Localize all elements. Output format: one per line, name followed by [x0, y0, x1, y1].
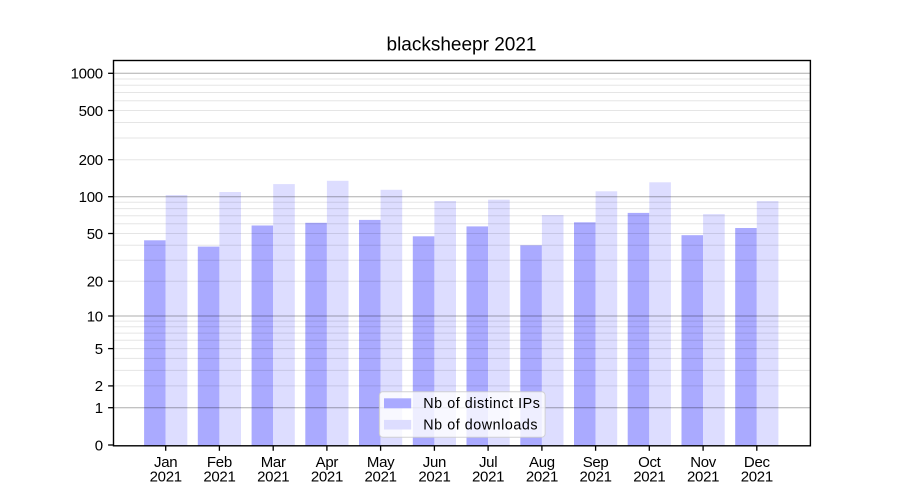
svg-text:2021: 2021 [687, 468, 719, 485]
svg-text:Aug: Aug [529, 454, 555, 471]
svg-text:2021: 2021 [472, 468, 504, 485]
svg-text:10: 10 [87, 308, 103, 325]
svg-text:20: 20 [87, 274, 103, 291]
svg-text:Jun: Jun [423, 454, 446, 471]
svg-text:Jan: Jan [154, 454, 177, 471]
svg-text:May: May [367, 454, 395, 471]
svg-text:2021: 2021 [311, 468, 343, 485]
svg-text:Oct: Oct [638, 454, 662, 471]
svg-text:50: 50 [87, 226, 103, 243]
svg-text:5: 5 [95, 341, 103, 358]
svg-text:2021: 2021 [203, 468, 235, 485]
svg-text:Sep: Sep [583, 454, 609, 471]
svg-text:2021: 2021 [418, 468, 450, 485]
svg-text:500: 500 [79, 103, 103, 120]
svg-text:200: 200 [79, 152, 103, 169]
svg-text:100: 100 [79, 189, 103, 206]
svg-text:2021: 2021 [741, 468, 773, 485]
svg-text:0: 0 [95, 437, 103, 454]
svg-text:1: 1 [95, 400, 103, 417]
svg-text:Apr: Apr [316, 454, 339, 471]
svg-text:Jul: Jul [479, 454, 497, 471]
svg-text:Nb of downloads: Nb of downloads [423, 417, 538, 433]
svg-text:2021: 2021 [580, 468, 612, 485]
svg-text:2021: 2021 [526, 468, 558, 485]
svg-text:1000: 1000 [71, 66, 103, 83]
svg-text:2021: 2021 [365, 468, 397, 485]
svg-text:Feb: Feb [207, 454, 232, 471]
svg-text:Nb of distinct IPs: Nb of distinct IPs [423, 396, 540, 412]
svg-text:Dec: Dec [744, 454, 771, 471]
svg-text:2: 2 [95, 378, 103, 395]
svg-text:2021: 2021 [257, 468, 289, 485]
svg-text:2021: 2021 [633, 468, 665, 485]
svg-text:Nov: Nov [690, 454, 717, 471]
svg-text:Mar: Mar [261, 454, 286, 471]
svg-text:blacksheepr 2021: blacksheepr 2021 [387, 35, 537, 56]
svg-text:2021: 2021 [150, 468, 182, 485]
